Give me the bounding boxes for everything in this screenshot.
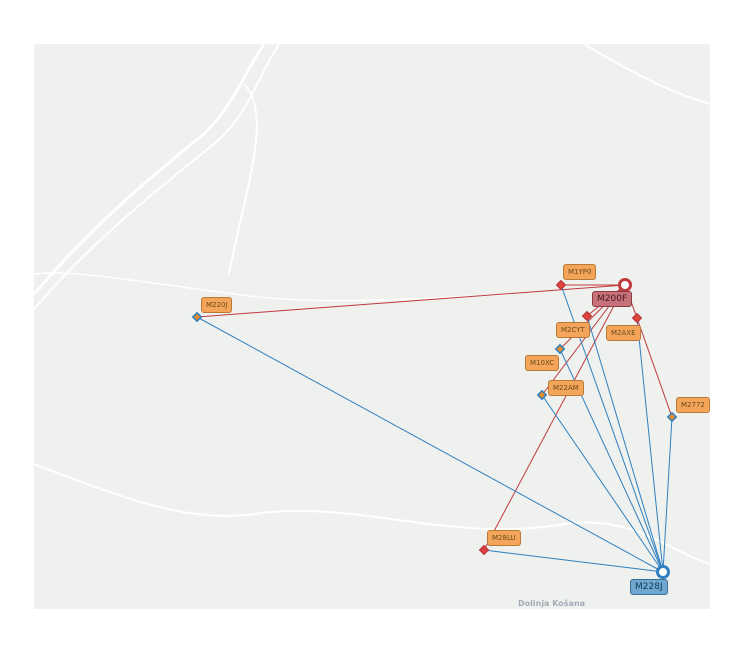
node-marker-M10XC[interactable] <box>554 343 566 355</box>
blue-link-M228J-M2CYT[interactable] <box>586 315 664 573</box>
blue-link-M228J-M28LU[interactable] <box>483 549 664 573</box>
red-link-M2AXE-M2772[interactable] <box>636 317 673 418</box>
node-label-M1YP0[interactable]: M1YP0 <box>563 264 597 280</box>
blue-link-M228J-M2AXE[interactable] <box>636 317 664 573</box>
node-label-M22AM[interactable]: M22AM <box>548 380 584 396</box>
blue-link-M228J-M220J[interactable] <box>196 316 664 573</box>
node-marker-M228J[interactable] <box>656 565 670 579</box>
node-marker-M2CYT[interactable] <box>581 310 593 322</box>
node-marker-M1YP0[interactable] <box>555 279 567 291</box>
node-marker-M22AM[interactable] <box>536 389 548 401</box>
node-label-M2AXE[interactable]: M2AXE <box>606 325 641 341</box>
blue-link-M228J-M2772[interactable] <box>662 416 673 573</box>
node-marker-M200F[interactable] <box>618 278 632 292</box>
node-marker-M220J[interactable] <box>191 311 203 323</box>
node-marker-M28LU[interactable] <box>478 544 490 556</box>
node-label-M220J[interactable]: M220J <box>201 297 233 313</box>
node-label-M28LU[interactable]: M28LU <box>487 530 521 546</box>
node-label-M200F[interactable]: M200F <box>592 291 633 307</box>
node-label-M10XC[interactable]: M10XC <box>525 355 560 371</box>
node-label-M2772[interactable]: M2772 <box>676 397 710 413</box>
node-marker-M2772[interactable] <box>666 411 678 423</box>
node-label-M2CYT[interactable]: M2CYT <box>556 322 590 338</box>
map-canvas[interactable]: M200F M228J M220J M1YP0 M2CYT M2AXE M10XC M22AM… <box>34 44 710 609</box>
node-marker-M2AXE[interactable] <box>631 312 643 324</box>
red-link-M200F-M220J[interactable] <box>196 284 626 318</box>
blue-link-M228J-M22AM[interactable] <box>541 394 664 573</box>
place-label: Dolinja Košana <box>518 599 586 608</box>
red-link-M200F-M28LU[interactable] <box>483 284 626 551</box>
node-label-M228J[interactable]: M228J <box>630 579 668 595</box>
